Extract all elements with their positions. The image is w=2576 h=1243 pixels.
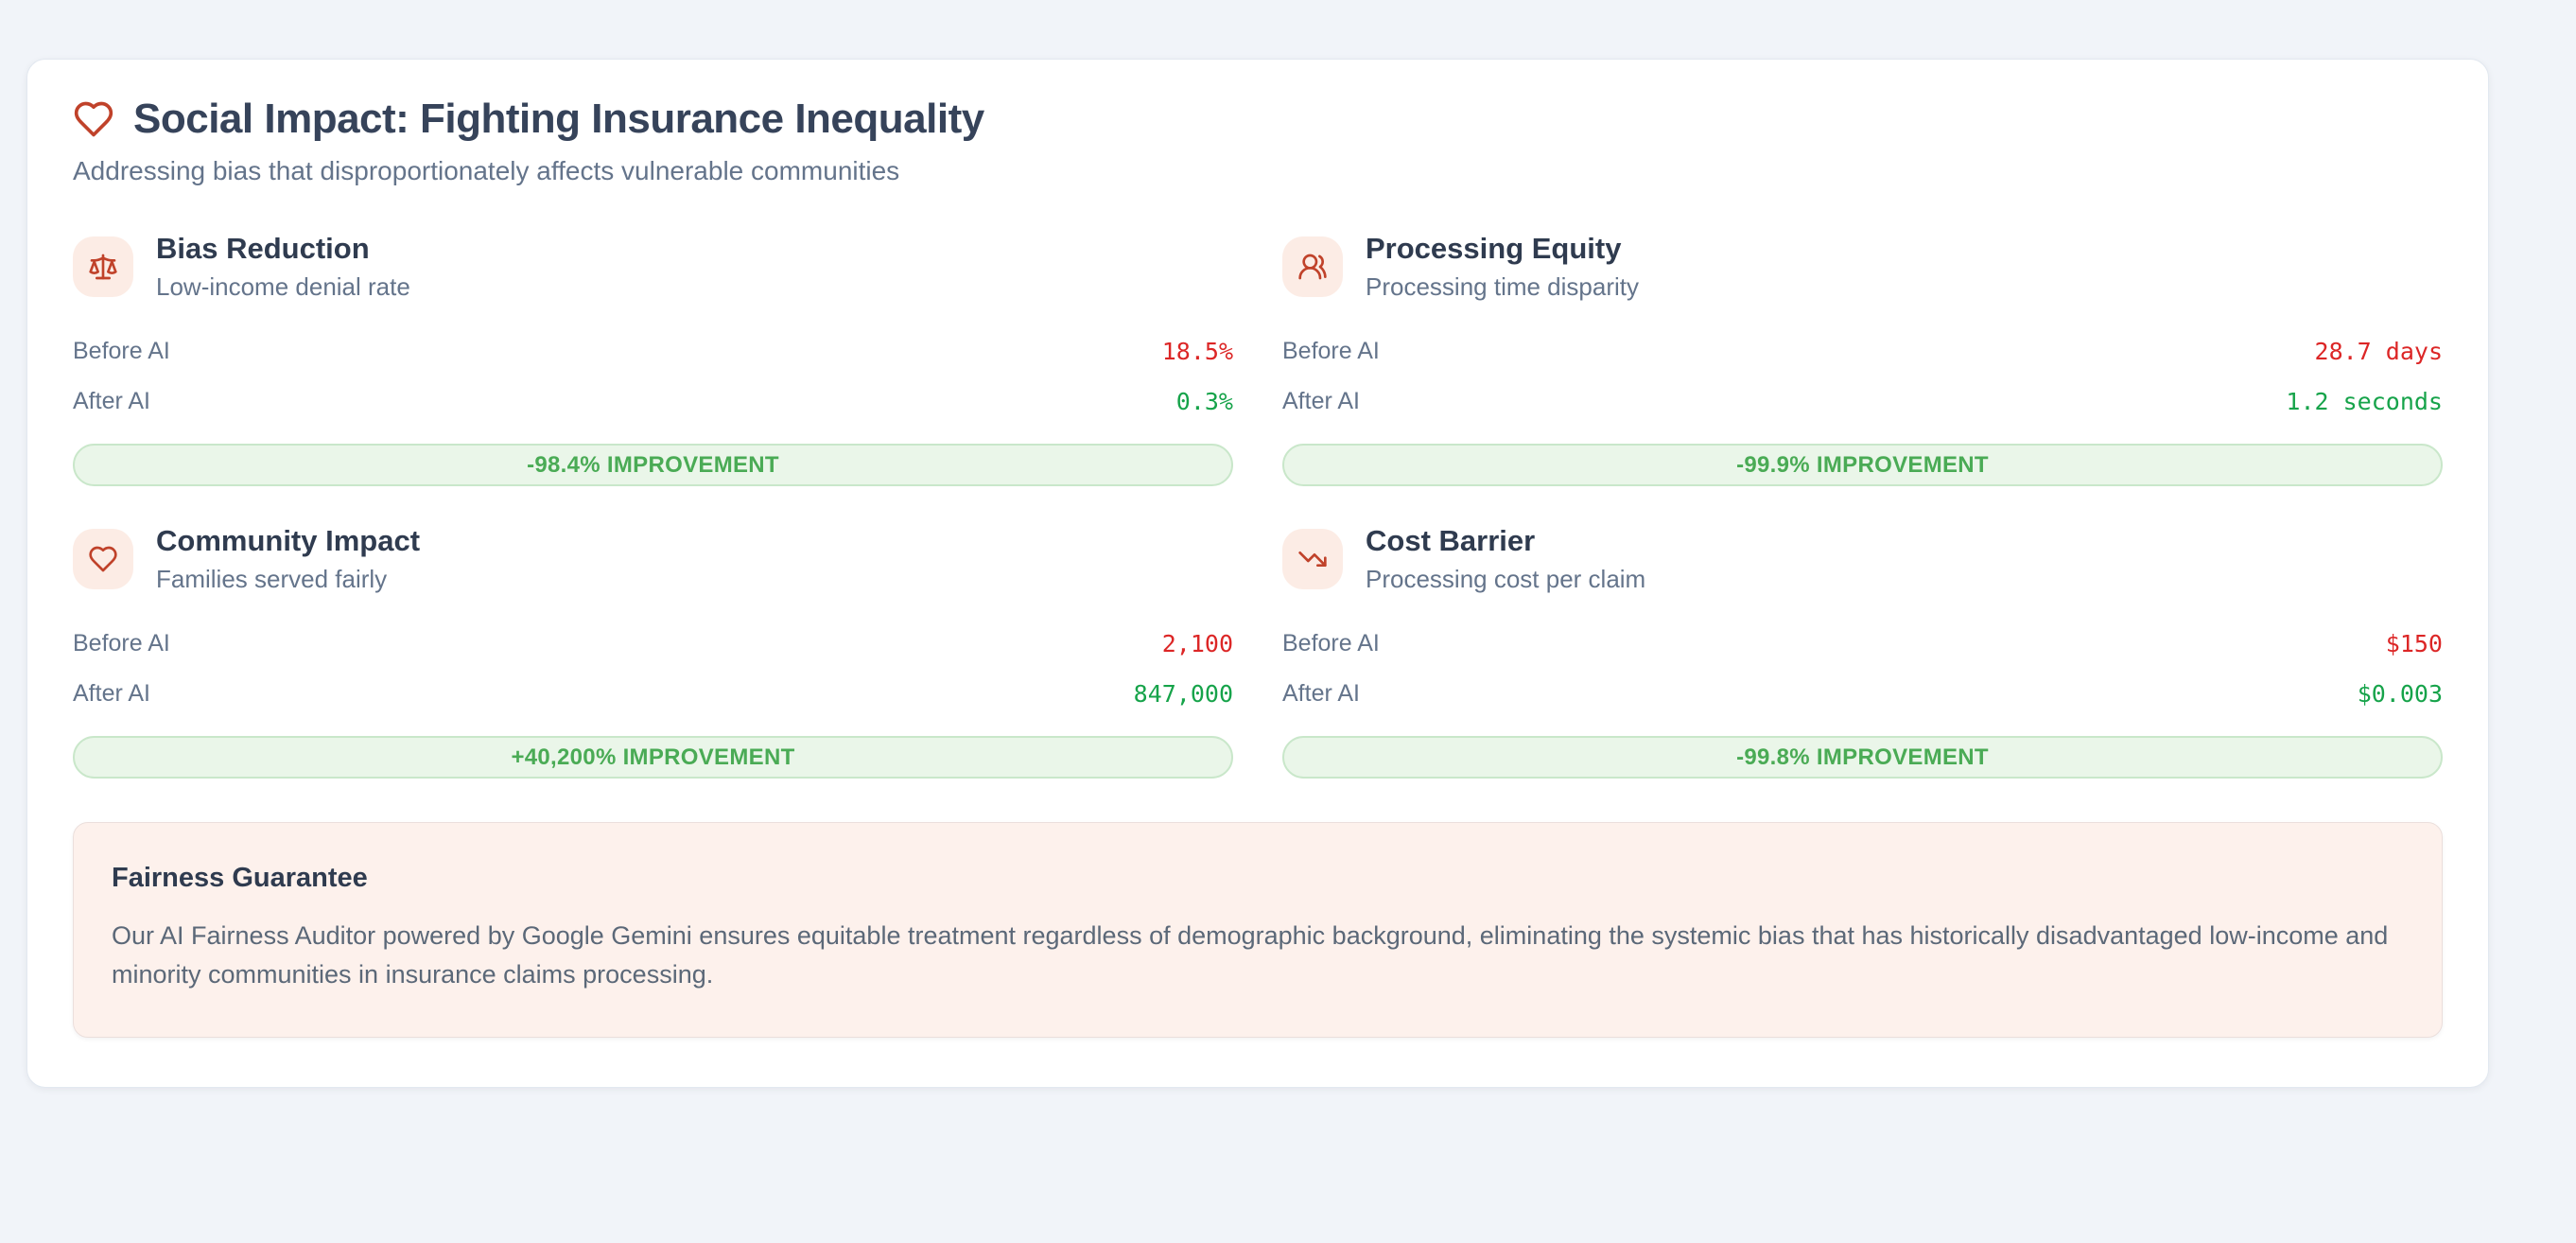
- improvement-badge: -98.4% IMPROVEMENT: [73, 444, 1233, 486]
- trending-down-icon: [1282, 529, 1343, 589]
- after-ai-value: $0.003: [2357, 680, 2443, 708]
- after-ai-label: After AI: [73, 680, 150, 707]
- after-ai-row: After AI 1.2 seconds: [1282, 376, 2443, 427]
- fairness-body: Our AI Fairness Auditor powered by Googl…: [112, 921, 2389, 989]
- before-ai-label: Before AI: [73, 630, 170, 657]
- fairness-title: Fairness Guarantee: [112, 863, 368, 893]
- metric-header: Processing Equity Processing time dispar…: [1282, 232, 2443, 302]
- page-subtitle: Addressing bias that disproportionately …: [73, 156, 900, 185]
- metric-subtitle: Families served fairly: [156, 565, 388, 593]
- metric-card-cost-barrier: Cost Barrier Processing cost per claim B…: [1282, 524, 2443, 779]
- fairness-guarantee-panel: Fairness Guarantee Our AI Fairness Audit…: [73, 822, 2443, 1038]
- scale-icon: [73, 236, 133, 297]
- metric-titles: Community Impact Families served fairly: [156, 524, 420, 594]
- heart-icon: [73, 98, 114, 140]
- before-ai-label: Before AI: [1282, 630, 1380, 657]
- metrics-grid: Bias Reduction Low-income denial rate Be…: [73, 232, 2443, 779]
- users-icon: [1282, 236, 1343, 297]
- metric-header: Bias Reduction Low-income denial rate: [73, 232, 1233, 302]
- before-ai-label: Before AI: [1282, 338, 1380, 364]
- improvement-badge: -99.8% IMPROVEMENT: [1282, 736, 2443, 779]
- card-header: Social Impact: Fighting Insurance Inequa…: [73, 96, 2443, 186]
- metric-card-processing-equity: Processing Equity Processing time dispar…: [1282, 232, 2443, 486]
- metric-rows: Before AI 2,100 After AI 847,000: [73, 619, 1233, 719]
- before-ai-row: Before AI $150: [1282, 619, 2443, 669]
- after-ai-row: After AI $0.003: [1282, 669, 2443, 719]
- metric-card-community-impact: Community Impact Families served fairly …: [73, 524, 1233, 779]
- metric-subtitle: Low-income denial rate: [156, 272, 410, 301]
- metric-rows: Before AI $150 After AI $0.003: [1282, 619, 2443, 719]
- improvement-badge: +40,200% IMPROVEMENT: [73, 736, 1233, 779]
- before-ai-value: 18.5%: [1161, 338, 1233, 365]
- metric-header: Cost Barrier Processing cost per claim: [1282, 524, 2443, 594]
- metric-card-bias-reduction: Bias Reduction Low-income denial rate Be…: [73, 232, 1233, 486]
- metric-titles: Cost Barrier Processing cost per claim: [1366, 524, 1645, 594]
- after-ai-value: 847,000: [1133, 680, 1233, 708]
- metric-rows: Before AI 28.7 days After AI 1.2 seconds: [1282, 326, 2443, 427]
- metric-title: Bias Reduction: [156, 232, 370, 265]
- page: { "header": { "title": "Social Impact: F…: [0, 59, 2576, 1243]
- after-ai-label: After AI: [73, 388, 150, 414]
- after-ai-row: After AI 847,000: [73, 669, 1233, 719]
- improvement-badge: -99.9% IMPROVEMENT: [1282, 444, 2443, 486]
- social-impact-card: Social Impact: Fighting Insurance Inequa…: [26, 59, 2489, 1088]
- metric-rows: Before AI 18.5% After AI 0.3%: [73, 326, 1233, 427]
- after-ai-label: After AI: [1282, 680, 1360, 707]
- metric-subtitle: Processing cost per claim: [1366, 565, 1646, 593]
- metric-header: Community Impact Families served fairly: [73, 524, 1233, 594]
- before-ai-row: Before AI 18.5%: [73, 326, 1233, 376]
- after-ai-label: After AI: [1282, 388, 1360, 414]
- before-ai-value: 2,100: [1161, 630, 1233, 657]
- before-ai-row: Before AI 2,100: [73, 619, 1233, 669]
- heart-icon: [73, 529, 133, 589]
- metric-subtitle: Processing time disparity: [1366, 272, 1639, 301]
- before-ai-label: Before AI: [73, 338, 170, 364]
- before-ai-value: 28.7 days: [2314, 338, 2443, 365]
- metric-titles: Processing Equity Processing time dispar…: [1366, 232, 1639, 302]
- before-ai-value: $150: [2385, 630, 2443, 657]
- metric-titles: Bias Reduction Low-income denial rate: [156, 232, 410, 302]
- metric-title: Community Impact: [156, 524, 421, 557]
- page-title: Social Impact: Fighting Insurance Inequa…: [133, 96, 984, 142]
- title-row: Social Impact: Fighting Insurance Inequa…: [73, 96, 2443, 143]
- before-ai-row: Before AI 28.7 days: [1282, 326, 2443, 376]
- metric-title: Cost Barrier: [1366, 524, 1536, 557]
- after-ai-row: After AI 0.3%: [73, 376, 1233, 427]
- after-ai-value: 0.3%: [1175, 388, 1233, 415]
- metric-title: Processing Equity: [1366, 232, 1622, 265]
- after-ai-value: 1.2 seconds: [2286, 388, 2443, 415]
